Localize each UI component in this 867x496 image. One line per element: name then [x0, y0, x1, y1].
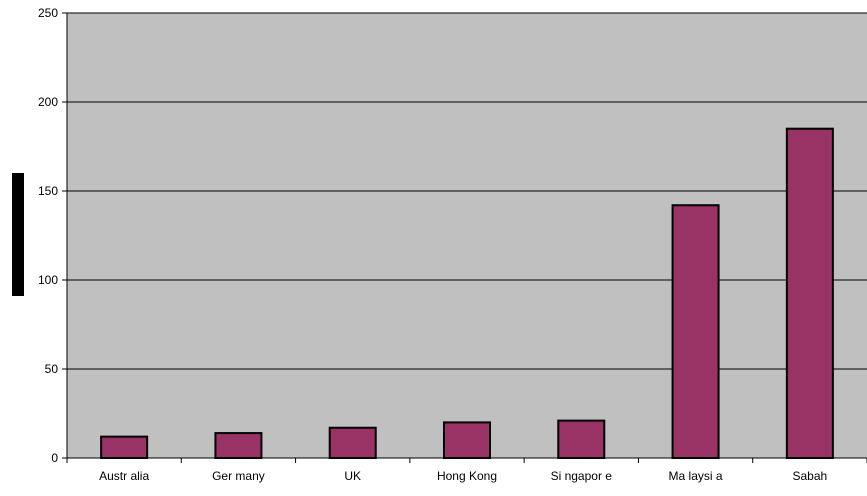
x-tick-label: Austr alia: [99, 469, 149, 483]
x-tick-label: Ma laysi a: [669, 469, 723, 483]
y-tick-label: 0: [51, 451, 58, 465]
bars: [100, 127, 834, 460]
x-tick-label: Sabah: [793, 469, 828, 483]
x-tick-label: Si ngapor e: [551, 469, 613, 483]
x-tick-label: Hong Kong: [437, 469, 497, 483]
bar: [214, 432, 263, 459]
y-axis: 0 50 100 150 200 250: [38, 6, 68, 465]
bar: [443, 421, 491, 459]
y-tick-label: 50: [45, 362, 59, 376]
y-tick-label: 200: [38, 95, 58, 109]
bar: [100, 435, 149, 460]
bar: [785, 127, 834, 459]
x-tick-label: UK: [344, 469, 361, 483]
gridlines: [67, 12, 867, 370]
y-axis-label-block: [12, 173, 24, 296]
y-tick-label: 250: [38, 6, 58, 20]
bar: [557, 419, 606, 459]
y-tick-label: 100: [38, 273, 58, 287]
plot-area: [67, 13, 867, 458]
x-tick-label: Ger many: [212, 469, 265, 483]
bar: [671, 204, 720, 459]
x-axis: Austr alia Ger many UK Hong Kong Si ngapor e…: [66, 457, 867, 483]
bar: [328, 426, 377, 459]
y-tick-label: 150: [38, 184, 58, 198]
